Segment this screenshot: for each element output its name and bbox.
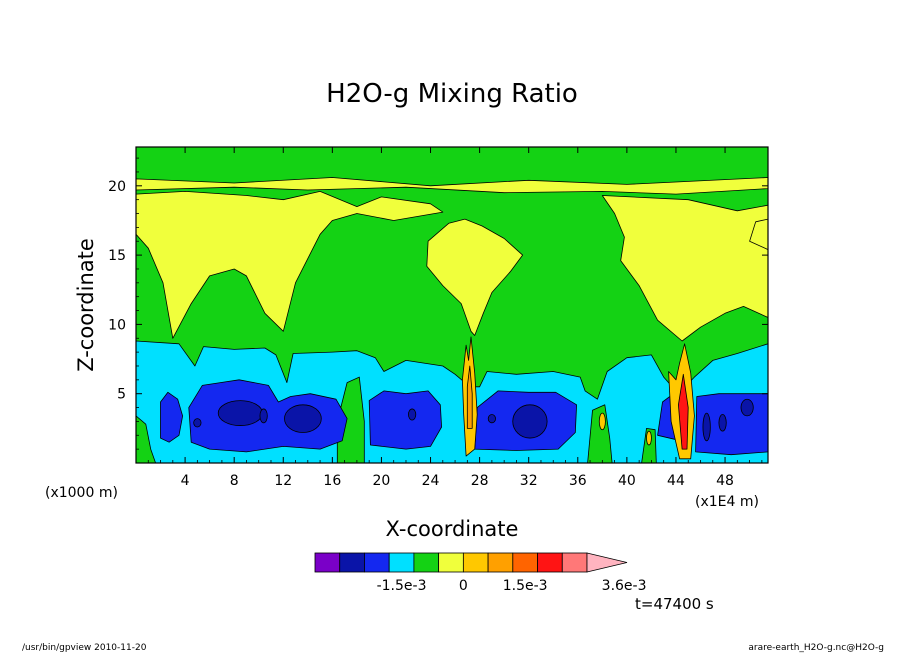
dark-core-3 bbox=[259, 408, 268, 424]
blue-core-2 bbox=[188, 379, 348, 453]
x-tick-label: 24 bbox=[422, 473, 440, 489]
colorbar bbox=[314, 552, 628, 573]
contour-field bbox=[136, 147, 768, 463]
plot-area bbox=[136, 147, 768, 463]
x-tick-label: 16 bbox=[323, 473, 341, 489]
y-axis-title: Z-coordinate bbox=[74, 238, 98, 372]
colorbar-swatch bbox=[512, 552, 538, 573]
colorbar-swatch bbox=[339, 552, 365, 573]
fleck-38 bbox=[598, 412, 606, 431]
footer-right: arare-earth_H2O-g.nc@H2O-g bbox=[748, 643, 884, 653]
dark-core-1 bbox=[193, 418, 202, 428]
x-unit-right: (x1E4 m) bbox=[695, 494, 759, 510]
colorbar-labels: -1.5e-3 0 1.5e-3 3.6e-3 bbox=[377, 578, 647, 594]
y-tick-label: 10 bbox=[108, 317, 126, 333]
dark-core-6 bbox=[512, 404, 548, 439]
yellow-plume-28 bbox=[426, 218, 523, 336]
yellow-plume-44 bbox=[601, 195, 768, 342]
dark-core-7 bbox=[487, 414, 496, 424]
y-tick-label: 20 bbox=[108, 179, 126, 195]
colorbar-swatch bbox=[438, 552, 464, 573]
colorbar-swatch bbox=[537, 552, 563, 573]
fleck-41 bbox=[646, 430, 652, 446]
x-tick-label: 8 bbox=[230, 473, 239, 489]
colorbar-swatch bbox=[388, 552, 415, 573]
colorbar-swatch bbox=[462, 552, 489, 573]
colorbar-swatch bbox=[487, 552, 514, 573]
yellow-fleck-east bbox=[749, 218, 768, 250]
chart-title: H2O-g Mixing Ratio bbox=[326, 79, 578, 109]
x-axis: 4 8 12 16 20 24 28 32 36 40 44 48 bbox=[147, 147, 763, 489]
colorbar-label: -1.5e-3 bbox=[377, 578, 427, 594]
dark-core-5 bbox=[408, 408, 417, 421]
colorbar-label: 1.5e-3 bbox=[503, 578, 548, 594]
upper-yellow-band bbox=[136, 177, 768, 195]
x-tick-label: 40 bbox=[618, 473, 636, 489]
green-gap-41 bbox=[641, 428, 657, 463]
colorbar-extend-arrow bbox=[586, 552, 628, 573]
colorbar-swatch bbox=[561, 552, 588, 573]
dark-core-10 bbox=[718, 414, 727, 432]
plot-frame bbox=[135, 146, 769, 464]
x-tick-label: 48 bbox=[716, 473, 734, 489]
colorbar-swatch bbox=[314, 552, 341, 573]
x-tick-label: 4 bbox=[181, 473, 190, 489]
tower-44-inner bbox=[678, 373, 689, 450]
footer-left: /usr/bin/gpview 2010-11-20 bbox=[22, 643, 147, 653]
green-gap-37 bbox=[587, 404, 613, 463]
x-tick-label: 28 bbox=[471, 473, 489, 489]
blue-core-3 bbox=[368, 390, 442, 450]
tower-28-inner bbox=[466, 365, 473, 429]
y-tick-label: 5 bbox=[117, 387, 126, 403]
yellow-region-west bbox=[136, 191, 444, 339]
x-tick-label: 12 bbox=[274, 473, 292, 489]
x-unit-left: (x1000 m) bbox=[45, 485, 118, 501]
y-tick-label: 15 bbox=[108, 248, 126, 264]
colorbar-label: 0 bbox=[459, 578, 468, 594]
dark-core-8 bbox=[702, 412, 711, 442]
time-label: t=47400 s bbox=[635, 595, 714, 613]
blue-core-1 bbox=[160, 391, 183, 443]
colorbar-swatch bbox=[364, 552, 390, 573]
x-tick-label: 32 bbox=[520, 473, 538, 489]
x-tick-label: 20 bbox=[373, 473, 391, 489]
x-tick-label: 36 bbox=[569, 473, 587, 489]
dark-core-4 bbox=[284, 404, 322, 433]
x-axis-title: X-coordinate bbox=[386, 517, 519, 541]
x-tick-label: 44 bbox=[667, 473, 685, 489]
green-gap-west bbox=[136, 415, 156, 463]
dark-core-9 bbox=[740, 398, 754, 417]
y-axis: 5 10 15 20 bbox=[108, 157, 768, 450]
dark-core-2 bbox=[217, 400, 263, 426]
colorbar-label: 3.6e-3 bbox=[602, 578, 647, 594]
colorbar-swatch bbox=[413, 552, 440, 573]
